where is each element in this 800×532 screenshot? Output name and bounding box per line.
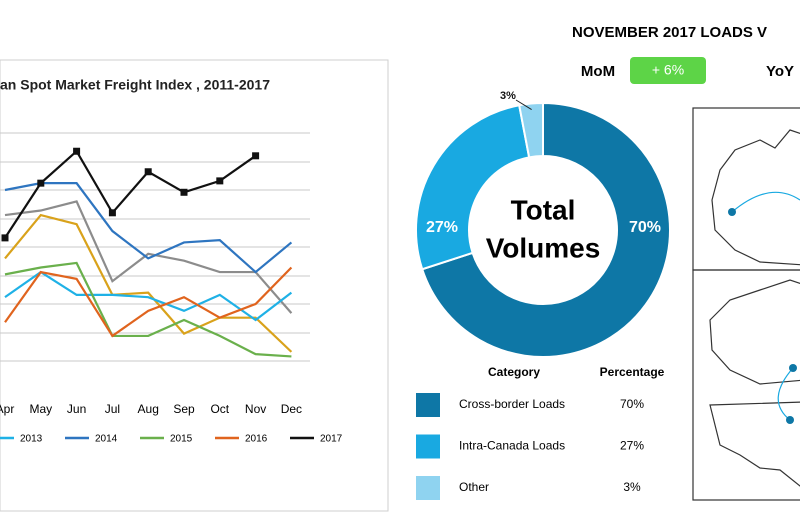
donut-label: 3% — [500, 90, 516, 102]
x-tick-label: Oct — [210, 402, 229, 416]
donut-center: Volumes — [486, 232, 601, 263]
donut-segment — [518, 101, 544, 159]
point-marker — [73, 147, 81, 155]
point-marker — [216, 177, 224, 185]
series-line — [4, 266, 293, 338]
x-tick-label: Sep — [173, 402, 195, 416]
yoy-label: YoY — [766, 63, 794, 80]
x-tick-label: Jul — [105, 402, 120, 416]
series-line — [4, 270, 293, 322]
line-chart-title: an Spot Market Freight Index , 2011-2017 — [0, 77, 270, 93]
point-marker — [108, 209, 116, 217]
legend-label: 2017 — [320, 434, 343, 445]
table-swatch — [416, 434, 440, 459]
legend-label: 2016 — [245, 434, 268, 445]
donut-label: 70% — [629, 219, 661, 236]
map-dot — [786, 416, 794, 424]
series-line — [4, 182, 293, 274]
line-chart-frame — [0, 59, 389, 512]
legend-label: 2014 — [95, 434, 118, 445]
table-cell: Other — [459, 480, 489, 494]
x-tick-label: Dec — [281, 402, 302, 416]
legend-label: 2013 — [20, 434, 43, 445]
map-dot — [728, 208, 736, 216]
table-header: Category — [488, 365, 540, 379]
point-marker — [144, 168, 152, 176]
donut-segment — [415, 104, 531, 271]
point-marker — [1, 234, 9, 242]
x-tick-label: Jun — [67, 402, 86, 416]
grid — [0, 132, 310, 362]
series-line — [4, 261, 292, 358]
point-marker — [252, 152, 260, 160]
x-tick-label: May — [29, 402, 52, 416]
series-line — [4, 149, 257, 239]
table-swatch — [416, 476, 440, 500]
series-line — [4, 200, 293, 314]
table-cell: 27% — [620, 439, 644, 453]
legend-label: 2015 — [170, 434, 193, 445]
series-line — [4, 213, 293, 353]
map-dot — [789, 364, 797, 372]
donut-label: 27% — [426, 219, 458, 236]
donut-segment — [420, 101, 671, 358]
table-cell: 3% — [623, 480, 641, 494]
header-title: NOVEMBER 2017 LOADS V — [572, 24, 767, 41]
table-header: Percentage — [600, 365, 665, 379]
mom-value: + 6% — [652, 62, 684, 78]
map-panels — [692, 107, 800, 501]
point-marker — [180, 188, 188, 196]
x-tick-label: Nov — [245, 402, 266, 416]
leader-line — [515, 99, 532, 110]
mom-badge — [630, 57, 706, 84]
table-cell: 70% — [620, 397, 644, 411]
point-marker — [37, 179, 45, 187]
donut-center: Total — [511, 194, 576, 225]
table-cell: Intra-Canada Loads — [459, 439, 565, 453]
x-tick-label: Aug — [138, 402, 159, 416]
x-tick-label: Apr — [0, 402, 14, 416]
table-swatch — [416, 393, 440, 417]
mom-label: MoM — [581, 63, 615, 80]
table-cell: Cross-border Loads — [459, 397, 565, 411]
